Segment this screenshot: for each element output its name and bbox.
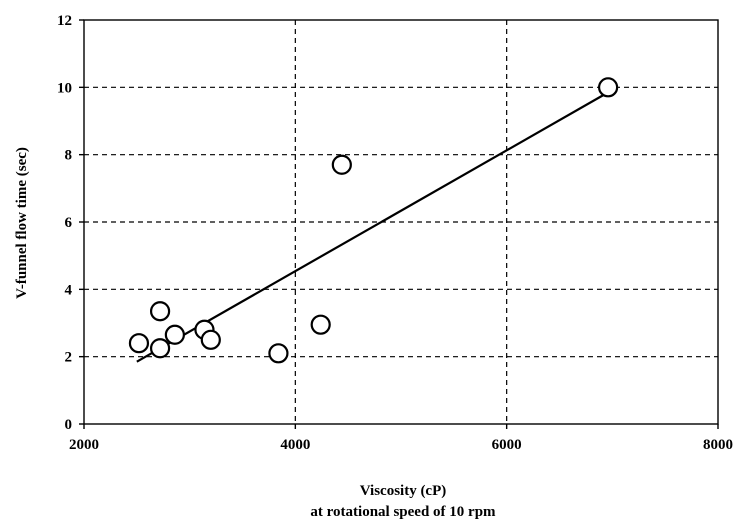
data-point bbox=[149, 301, 171, 322]
x-axis-subtitle: at rotational speed of 10 rpm bbox=[310, 504, 496, 520]
data-point bbox=[164, 324, 185, 345]
y-tick-label: 10 bbox=[57, 80, 72, 96]
trendline-group bbox=[136, 91, 609, 363]
data-point bbox=[149, 338, 171, 359]
y-tick-label: 2 bbox=[65, 350, 73, 366]
y-axis-title: V-funnel flow time (sec) bbox=[14, 147, 30, 299]
y-tick-label: 4 bbox=[65, 282, 73, 298]
x-tick-label: 6000 bbox=[492, 437, 522, 453]
x-tick-label: 4000 bbox=[280, 437, 310, 453]
y-tick-label: 8 bbox=[65, 148, 73, 164]
x-tick-label: 2000 bbox=[69, 437, 99, 453]
data-points bbox=[128, 77, 619, 364]
data-point bbox=[331, 154, 352, 175]
grid-lines bbox=[84, 20, 718, 424]
y-tick-labels: 0 2 4 6 8 10 12 bbox=[57, 13, 84, 433]
x-tick-labels: 2000 4000 6000 8000 bbox=[69, 424, 733, 453]
x-axis-title: Viscosity (cP) bbox=[360, 483, 447, 499]
x-tick-label: 8000 bbox=[703, 437, 733, 453]
trendline bbox=[136, 91, 609, 363]
data-point bbox=[268, 343, 289, 364]
data-point bbox=[598, 77, 619, 98]
y-tick-label: 12 bbox=[57, 13, 72, 29]
y-tick-label: 0 bbox=[65, 417, 73, 433]
y-tick-label: 6 bbox=[65, 215, 73, 231]
data-point bbox=[310, 314, 331, 335]
data-point bbox=[128, 333, 150, 354]
data-point bbox=[200, 329, 221, 350]
